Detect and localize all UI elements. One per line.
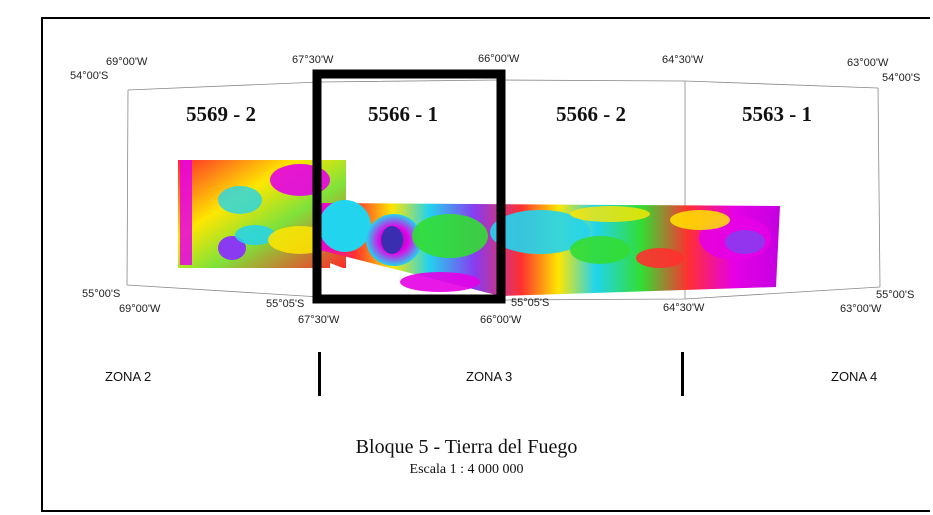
sheet-label-5566-2: 5566 - 2 xyxy=(556,102,626,126)
bottom-lat-box-left: 55°05'S xyxy=(266,298,305,310)
top-lat-right: 54°00'S xyxy=(882,72,921,84)
top-lon-69: 69°00'W xyxy=(106,56,148,68)
bottom-lon-69: 69°00'W xyxy=(119,303,161,315)
bottom-lon-63: 63°00'W xyxy=(840,303,882,315)
map-title: Bloque 5 - Tierra del Fuego xyxy=(355,436,578,458)
sheet-label-5563-1: 5563 - 1 xyxy=(742,102,812,126)
bottom-lat-right: 55°00'S xyxy=(876,289,915,301)
top-lon-66: 66°00'W xyxy=(478,53,520,65)
bottom-lat-left: 55°00'S xyxy=(82,288,121,300)
top-lat-left: 54°00'S xyxy=(70,70,109,82)
map-scale: Escala 1 : 4 000 000 xyxy=(409,462,524,477)
sheet-label-5566-1: 5566 - 1 xyxy=(368,102,438,126)
map-frame xyxy=(41,17,930,512)
selected-sheet-box xyxy=(312,69,506,304)
zone-4-label: ZONA 4 xyxy=(831,369,878,384)
bottom-lon-66: 66°00'W xyxy=(480,314,522,326)
top-lon-6730: 67°30'W xyxy=(292,54,334,66)
magnetic-anomaly-strip xyxy=(178,160,780,298)
sheet-label-5569-2: 5569 - 2 xyxy=(186,102,256,126)
bottom-lon-6730: 67°30'W xyxy=(298,314,340,326)
top-lon-6430: 64°30'W xyxy=(662,54,704,66)
zone-3-label: ZONA 3 xyxy=(466,369,513,384)
top-lon-63: 63°00'W xyxy=(847,57,889,69)
zone-separator xyxy=(681,352,684,396)
zone-2-label: ZONA 2 xyxy=(105,369,152,384)
zone-separator xyxy=(318,352,321,396)
bottom-lon-6430: 64°30'W xyxy=(663,302,705,314)
bottom-lat-box-right: 55°05'S xyxy=(511,297,550,309)
